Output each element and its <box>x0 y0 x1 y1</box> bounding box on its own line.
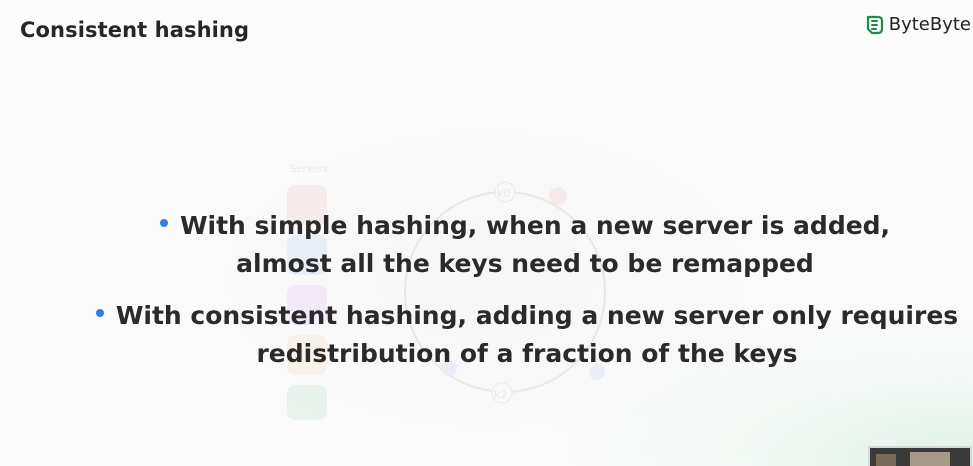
bullet-dot-icon <box>159 219 168 227</box>
bg-server-box <box>287 335 327 375</box>
bullet-text: almost all the keys need to be remapped <box>236 249 814 278</box>
bullet-text: With consistent hashing, adding a new se… <box>115 301 959 330</box>
brand-logo: ByteByte <box>866 14 971 35</box>
video-content <box>876 454 896 466</box>
bg-ring-node <box>441 360 457 376</box>
bg-servers-heading: Servers <box>290 164 328 175</box>
bullet-item: With simple hashing, when a new server i… <box>120 207 930 283</box>
bg-ring-key-label: k0 <box>497 187 510 200</box>
bytebyte-logo-icon <box>866 15 884 35</box>
bg-ring-node <box>494 181 516 203</box>
bullet-line: almost all the keys need to be remapped <box>120 245 930 283</box>
bg-ring-key-label: k2 <box>494 388 507 401</box>
background-tint <box>553 306 973 466</box>
slide-title: Consistent hashing <box>20 18 250 42</box>
bullet-text: redistribution of a fraction of the keys <box>256 339 798 368</box>
bullet-text: With simple hashing, when a new server i… <box>179 211 891 240</box>
bullet-line: With simple hashing, when a new server i… <box>120 207 930 245</box>
bullet-line: With consistent hashing, adding a new se… <box>92 297 962 335</box>
bullet-line: redistribution of a fraction of the keys <box>92 335 962 373</box>
brand-name: ByteByte <box>888 14 971 35</box>
video-content <box>910 452 950 466</box>
bullet-item: With consistent hashing, adding a new se… <box>92 297 962 373</box>
bg-server-box <box>287 285 327 325</box>
bg-ring-node <box>549 187 567 205</box>
presenter-video-thumbnail[interactable] <box>868 446 972 466</box>
bg-ring-node <box>589 364 605 380</box>
bullet-dot-icon <box>95 309 104 317</box>
bg-server-box <box>287 385 327 420</box>
bg-server-box <box>287 235 327 275</box>
bg-ring-node <box>491 382 513 404</box>
bg-server-box <box>287 185 327 225</box>
bg-hash-ring <box>404 191 606 393</box>
